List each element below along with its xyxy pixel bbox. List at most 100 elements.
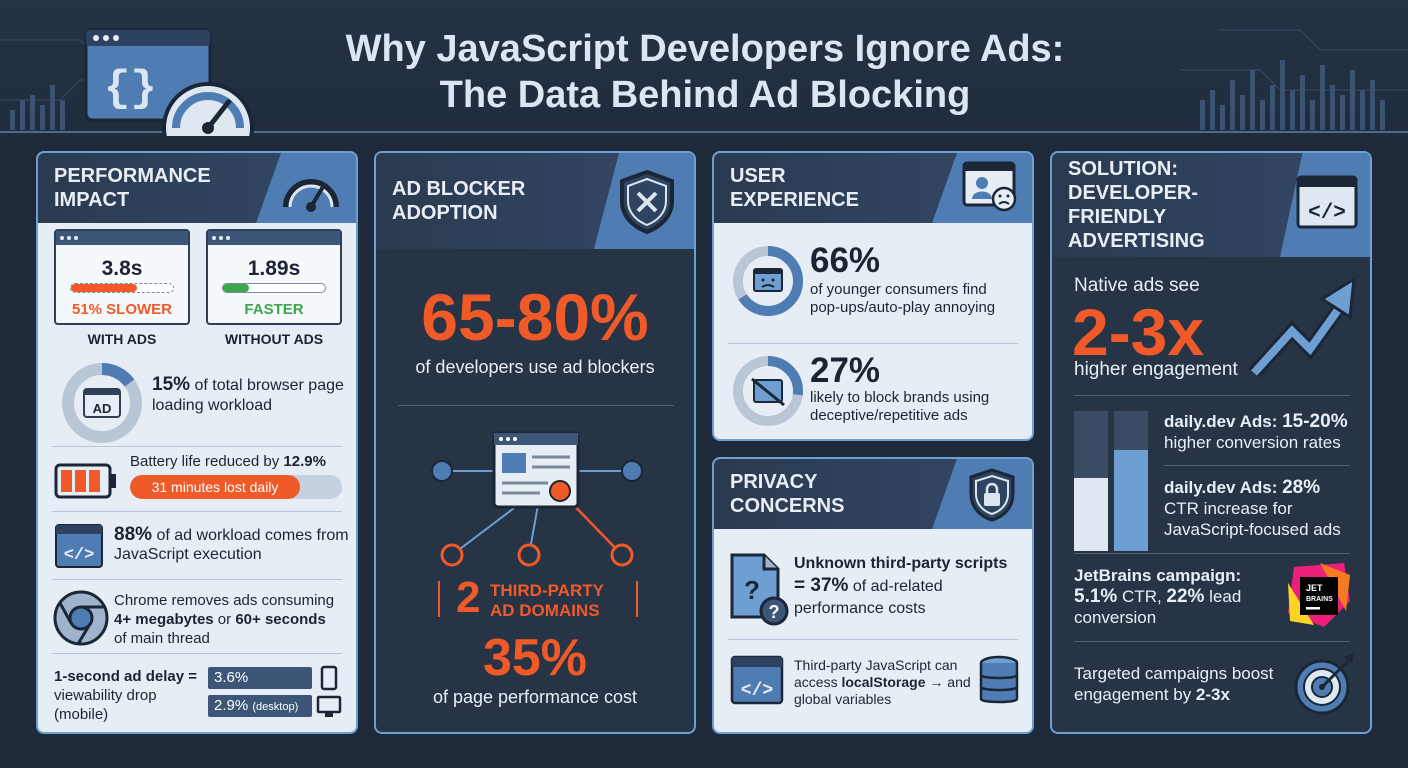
svg-text:?: ? [744, 575, 760, 605]
jetbrains-ctr-text: CTR, [1117, 587, 1167, 606]
js-workload-desc: of ad workload comes from JavaScript exe… [114, 527, 349, 563]
native-ads-lead: Native ads see [1074, 275, 1200, 296]
unknown-scripts-bold: Unknown third-party scripts [794, 555, 1008, 572]
block-brands-text: likely to block brands using deceptive/r… [810, 389, 990, 424]
local-storage-arrow: → [925, 674, 944, 690]
chrome-line-3: of main thread [114, 630, 210, 647]
block-brands-donut [733, 356, 803, 426]
solution-panel: SOLUTION: DEVELOPER-FRIENDLY ADVERTISING… [1050, 151, 1372, 734]
jetbrains-lead-text: lead conversion [1074, 587, 1242, 627]
popup-annoying-pct: 66% [810, 241, 881, 280]
js-workload-text: 88% of ad workload comes from JavaScript… [114, 525, 350, 564]
privacy-concerns-panel: PRIVACY CONCERNS ? ? Unknown third-party… [712, 457, 1034, 734]
title-line-1: Why JavaScript Developers Ignore Ads: [345, 28, 1065, 70]
targeted-campaigns-desc: Targeted campaigns boost engagement by [1074, 664, 1274, 704]
with-ads-note: 51% SLOWER [71, 301, 173, 318]
local-storage-text: Third-party JavaScript can access localS… [794, 657, 980, 708]
mobile-drop-value: 3.6% [214, 669, 249, 686]
title-line-2: The Data Behind Ad Blocking [439, 74, 971, 116]
with-ads-label: WITH ADS [87, 331, 157, 347]
privacy-concerns-header: PRIVACY CONCERNS [714, 459, 1032, 529]
third-party-network-diagram [431, 431, 643, 567]
daily-dev-bar-1 [1074, 411, 1108, 551]
without-ads-load-bar [222, 283, 326, 293]
daily-dev-conversion-value: 15-20% [1282, 411, 1348, 432]
target-icon [1294, 653, 1354, 715]
workload-text: 15% of total browser page loading worklo… [152, 375, 352, 416]
targeted-campaigns-text: Targeted campaigns boost engagement by 2… [1074, 663, 1294, 705]
performance-impact-title: PERFORMANCE IMPACT [54, 165, 211, 211]
database-icon [979, 655, 1019, 704]
mobile-phone-icon [320, 665, 338, 691]
ad-blocker-percentage: 65-80% [421, 280, 649, 354]
unknown-scripts-desc: of ad-related performance costs [794, 578, 943, 617]
performance-impact-header: PERFORMANCE IMPACT [38, 153, 356, 223]
desktop-note: (desktop) [252, 701, 299, 713]
solution-title: SOLUTION: DEVELOPER-FRIENDLY ADVERTISING [1068, 158, 1205, 252]
daily-dev-ctr-text: daily.dev Ads: 28% CTR increase for Java… [1164, 477, 1364, 540]
desktop-drop-bar: 2.9% (desktop) [208, 695, 312, 717]
battery-value: 12.9% [283, 453, 326, 470]
chrome-line-1: Chrome removes ads consuming [114, 592, 335, 609]
svg-text:</>: </> [741, 681, 773, 701]
performance-cost-pct: 35% [482, 629, 588, 687]
svg-text:BRAINS: BRAINS [1306, 596, 1333, 603]
ad-delay-bold: 1-second ad delay = [54, 668, 197, 685]
mobile-drop-bar: 3.6% [208, 667, 312, 689]
workload-pct: 15% [152, 374, 191, 395]
jetbrains-text: JetBrains campaign: 5.1% CTR, 22% lead c… [1074, 565, 1274, 628]
local-storage-rest: and global variables [794, 674, 971, 707]
annoyed-user-icon [962, 161, 1017, 212]
chrome-mb: 4+ megabytes [114, 611, 214, 628]
chrome-or: or [213, 611, 236, 628]
daily-dev-ctr-desc: CTR increase for JavaScript-focused ads [1164, 499, 1341, 539]
without-ads-window: 1.89s FASTER [206, 229, 342, 325]
third-party-js-icon: </> [730, 655, 784, 705]
with-ads-window: 3.8s 51% SLOWER [54, 229, 190, 325]
ad-blocker-adoption-panel: AD BLOCKER ADOPTION 65-80% of developers… [374, 151, 696, 734]
battery-icon [54, 463, 116, 499]
user-experience-title: USER EXPERIENCE [730, 165, 859, 211]
js-workload-pct: 88% [114, 524, 153, 545]
desktop-drop-value: 2.9% [214, 697, 249, 714]
ad-blocker-title: AD BLOCKER ADOPTION [392, 178, 526, 224]
svg-text:{}: {} [104, 64, 157, 114]
native-ads-text: higher engagement [1074, 359, 1238, 380]
privacy-concerns-title: PRIVACY CONCERNS [730, 471, 845, 517]
code-window-icon: </> [55, 524, 103, 568]
gauge-icon [283, 179, 339, 212]
chrome-seconds: 60+ seconds [235, 611, 326, 628]
daily-dev-conversion-text: daily.dev Ads: 15-20% higher conversion … [1164, 411, 1364, 453]
chrome-icon [53, 590, 109, 646]
daily-dev-ctr-value: 28% [1282, 477, 1321, 498]
daily-dev-label-1: daily.dev Ads: [1164, 412, 1283, 431]
svg-text:</>: </> [1308, 202, 1346, 225]
shield-lock-icon [969, 468, 1015, 522]
battery-bar-text: 31 minutes lost daily [151, 479, 279, 495]
local-storage-bold: localStorage [841, 674, 926, 690]
ad-icon-text: AD [93, 401, 112, 416]
domains-bracket [438, 581, 638, 617]
desktop-monitor-icon [316, 695, 342, 717]
jetbrains-lead: 22% [1166, 586, 1205, 607]
unknown-scripts-text: Unknown third-party scripts = 37% of ad-… [794, 553, 1026, 620]
jetbrains-ctr: 5.1% [1074, 586, 1118, 607]
popup-annoying-donut [733, 246, 803, 316]
chrome-text: Chrome removes ads consuming 4+ megabyte… [114, 591, 350, 648]
unknown-script-icon: ? ? [730, 553, 789, 626]
without-ads-time: 1.89s [247, 257, 301, 280]
workload-donut: AD [62, 363, 142, 443]
code-window-speedometer-icon: {} [84, 28, 254, 136]
third-party-domains-label: THIRD-PARTY AD DOMAINS [490, 581, 604, 620]
daily-dev-conversion-desc: higher conversion rates [1164, 433, 1341, 452]
code-brackets-icon: </> [1296, 175, 1358, 229]
growth-arrow-icon [1248, 276, 1356, 378]
user-experience-panel: USER EXPERIENCE 66% of younger consumers… [712, 151, 1034, 441]
shield-x-icon [620, 169, 674, 235]
without-ads-label: WITHOUT ADS [224, 331, 324, 347]
with-ads-load-bar [70, 283, 174, 293]
svg-text:</>: </> [64, 546, 95, 565]
battery-text: Battery life reduced by 12.9% [130, 453, 350, 470]
ad-delay-desc: viewability drop (mobile) [54, 687, 157, 723]
performance-impact-panel: PERFORMANCE IMPACT 3.8s 51% SLOWER WITH … [36, 151, 358, 734]
